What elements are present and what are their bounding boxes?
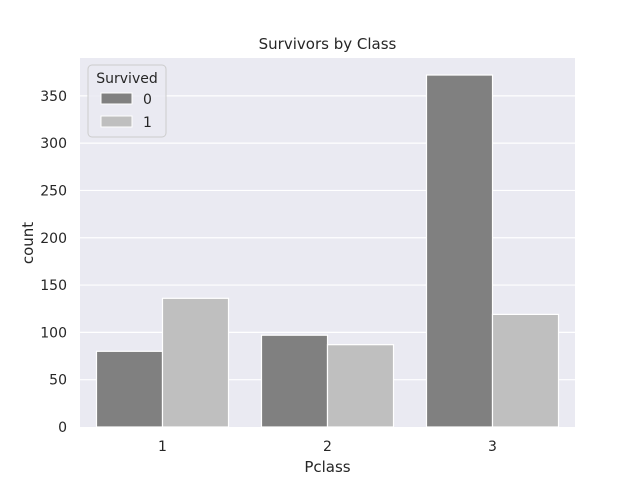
bar-pclass-1-survived-0: [95, 350, 164, 428]
x-tick-label-1: 1: [158, 439, 167, 455]
legend-label-survived-0: 0: [143, 92, 152, 108]
bar-pclass-3-survived-0: [425, 74, 494, 428]
y-tick-label-350: 350: [40, 89, 67, 105]
legend-swatch-survived-0: [100, 92, 133, 105]
bar-pclass-2-survived-0: [260, 334, 329, 428]
x-axis-ticks: 1 2 3: [158, 439, 497, 455]
x-tick-label-3: 3: [488, 439, 497, 455]
y-tick-label-150: 150: [40, 278, 67, 294]
y-tick-label-300: 300: [40, 136, 67, 152]
y-tick-label-0: 0: [58, 420, 67, 436]
bar-pclass-1-survived-1: [161, 297, 230, 428]
y-tick-label-100: 100: [40, 325, 67, 341]
y-axis-ticks: 0 50 100 150 200 250 300 350: [40, 89, 67, 436]
legend: Survived 0 1: [87, 64, 167, 138]
x-axis-label: Pclass: [304, 458, 350, 476]
legend-label-survived-1: 1: [143, 115, 152, 131]
y-tick-label-250: 250: [40, 183, 67, 199]
bar-pclass-2-survived-1: [326, 344, 395, 428]
x-tick-label-2: 2: [323, 439, 332, 455]
y-axis-label: count: [19, 222, 37, 264]
bar-pclass-3-survived-1: [491, 313, 560, 428]
y-tick-label-200: 200: [40, 231, 67, 247]
legend-swatch-survived-1: [100, 115, 133, 128]
bars: [95, 74, 560, 428]
y-tick-label-50: 50: [49, 373, 67, 389]
legend-title: Survived: [96, 71, 157, 87]
chart-title: Survivors by Class: [259, 35, 397, 53]
